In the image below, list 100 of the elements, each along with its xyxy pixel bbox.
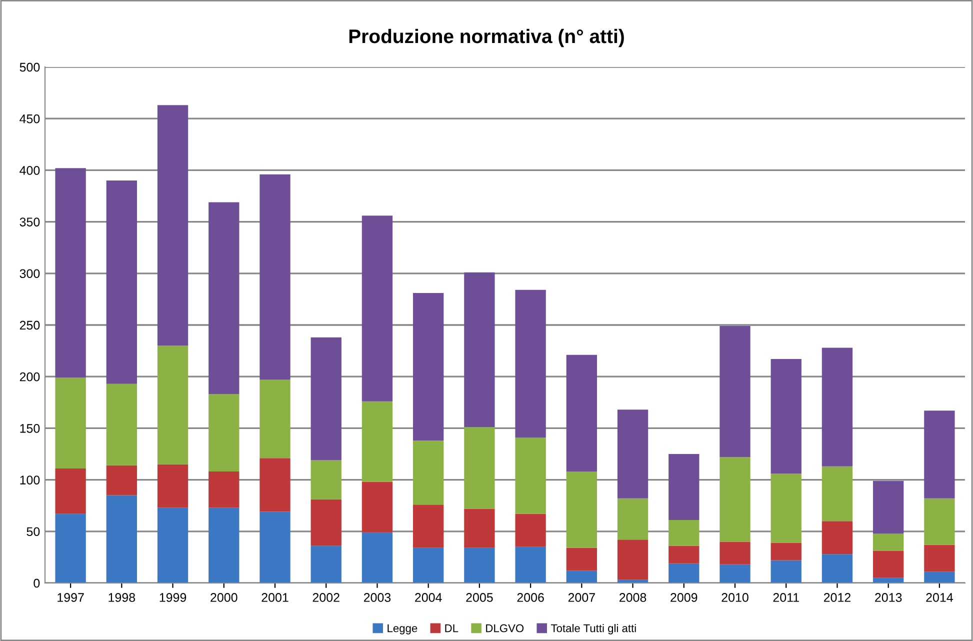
bar (464, 427, 495, 509)
x-tick-label: 2011 (773, 593, 799, 602)
bar (668, 454, 700, 520)
x-tick-label: 1999 (160, 593, 186, 602)
bar (924, 544, 955, 572)
x-tick-label: 2008 (620, 593, 646, 602)
x-tick-label: 2009 (670, 593, 698, 602)
bar (770, 542, 802, 560)
bar (822, 466, 853, 522)
bar (822, 348, 853, 466)
bar (668, 546, 700, 564)
bar (55, 514, 86, 583)
bar (822, 521, 853, 554)
bar (55, 468, 86, 514)
y-tick-label: 450 (20, 114, 40, 124)
bar (515, 290, 546, 438)
bar (413, 293, 444, 441)
bar (106, 495, 137, 583)
bar (770, 474, 802, 543)
bar (106, 180, 137, 384)
bar (770, 560, 802, 583)
bar (464, 548, 495, 583)
bar (208, 394, 240, 472)
bar (157, 464, 188, 508)
bar (770, 359, 802, 474)
bar (464, 272, 495, 428)
y-tick-label: 500 (20, 62, 40, 72)
bar (106, 465, 137, 496)
y-tick-label: 50 (26, 527, 40, 536)
x-tick-label: 2002 (312, 593, 340, 602)
bar (260, 512, 290, 583)
bar (55, 168, 86, 378)
bar (362, 216, 393, 402)
bar (924, 410, 955, 498)
bar (157, 105, 188, 346)
y-tick-label: 0 (34, 578, 40, 588)
bar (310, 460, 342, 500)
x-tick-label: 2007 (568, 593, 595, 602)
bar (515, 514, 546, 547)
bar (260, 458, 290, 512)
bar (362, 482, 393, 532)
chart-title: Produzione normativa (n° atti) (349, 28, 624, 48)
bar (668, 520, 700, 546)
y-tick-label: 150 (20, 424, 40, 433)
bar (822, 554, 853, 583)
y-tick-label: 250 (20, 320, 40, 330)
bar (208, 202, 240, 394)
bar (413, 548, 444, 583)
x-tick-label: 2003 (364, 593, 391, 602)
bar (208, 472, 240, 508)
x-tick-label: 1997 (58, 593, 84, 602)
bar (106, 384, 137, 466)
y-tick-label: 200 (20, 372, 40, 382)
bar (566, 354, 597, 472)
bar (157, 346, 188, 464)
bar (720, 564, 750, 583)
bar (157, 508, 188, 583)
bar (362, 401, 393, 482)
bar (873, 533, 904, 552)
x-tick-label: 2005 (466, 593, 493, 602)
legend-label: DLGVO (486, 624, 524, 632)
y-tick-label: 300 (20, 269, 40, 278)
bar (924, 498, 955, 545)
x-tick-label: 1998 (108, 593, 136, 602)
bar (566, 570, 597, 583)
legend-label: Legge (388, 624, 418, 634)
bar (873, 551, 904, 578)
y-tick-label: 400 (20, 166, 40, 175)
bar (515, 546, 546, 583)
bar (566, 472, 597, 548)
bar (668, 563, 700, 583)
x-tick-label: 2001 (262, 593, 288, 602)
bar (720, 326, 750, 458)
bar (617, 410, 648, 498)
bar (413, 504, 444, 548)
x-tick-label: 2006 (517, 593, 544, 602)
bar (720, 457, 750, 542)
x-tick-label: 2012 (824, 593, 850, 602)
bar (55, 378, 86, 468)
bar (260, 380, 290, 458)
x-tick-label: 2013 (875, 593, 902, 602)
x-tick-label: 2004 (415, 593, 442, 602)
x-tick-label: 2010 (722, 593, 748, 602)
bar (310, 546, 342, 583)
bar (566, 548, 597, 571)
bar (924, 572, 955, 583)
bar (617, 498, 648, 540)
bar (464, 508, 495, 548)
y-tick-label: 350 (20, 218, 40, 226)
y-tick-label: 100 (20, 476, 40, 484)
bar (873, 480, 904, 534)
bar (515, 437, 546, 514)
bar (617, 540, 648, 580)
x-tick-label: 2000 (210, 593, 238, 602)
bar (413, 440, 444, 505)
bar (310, 337, 342, 460)
bar (310, 499, 342, 546)
x-tick-label: 2014 (926, 593, 953, 602)
legend-label: Totale Tutti gli atti (550, 624, 636, 634)
legend-label: DL (445, 624, 458, 632)
